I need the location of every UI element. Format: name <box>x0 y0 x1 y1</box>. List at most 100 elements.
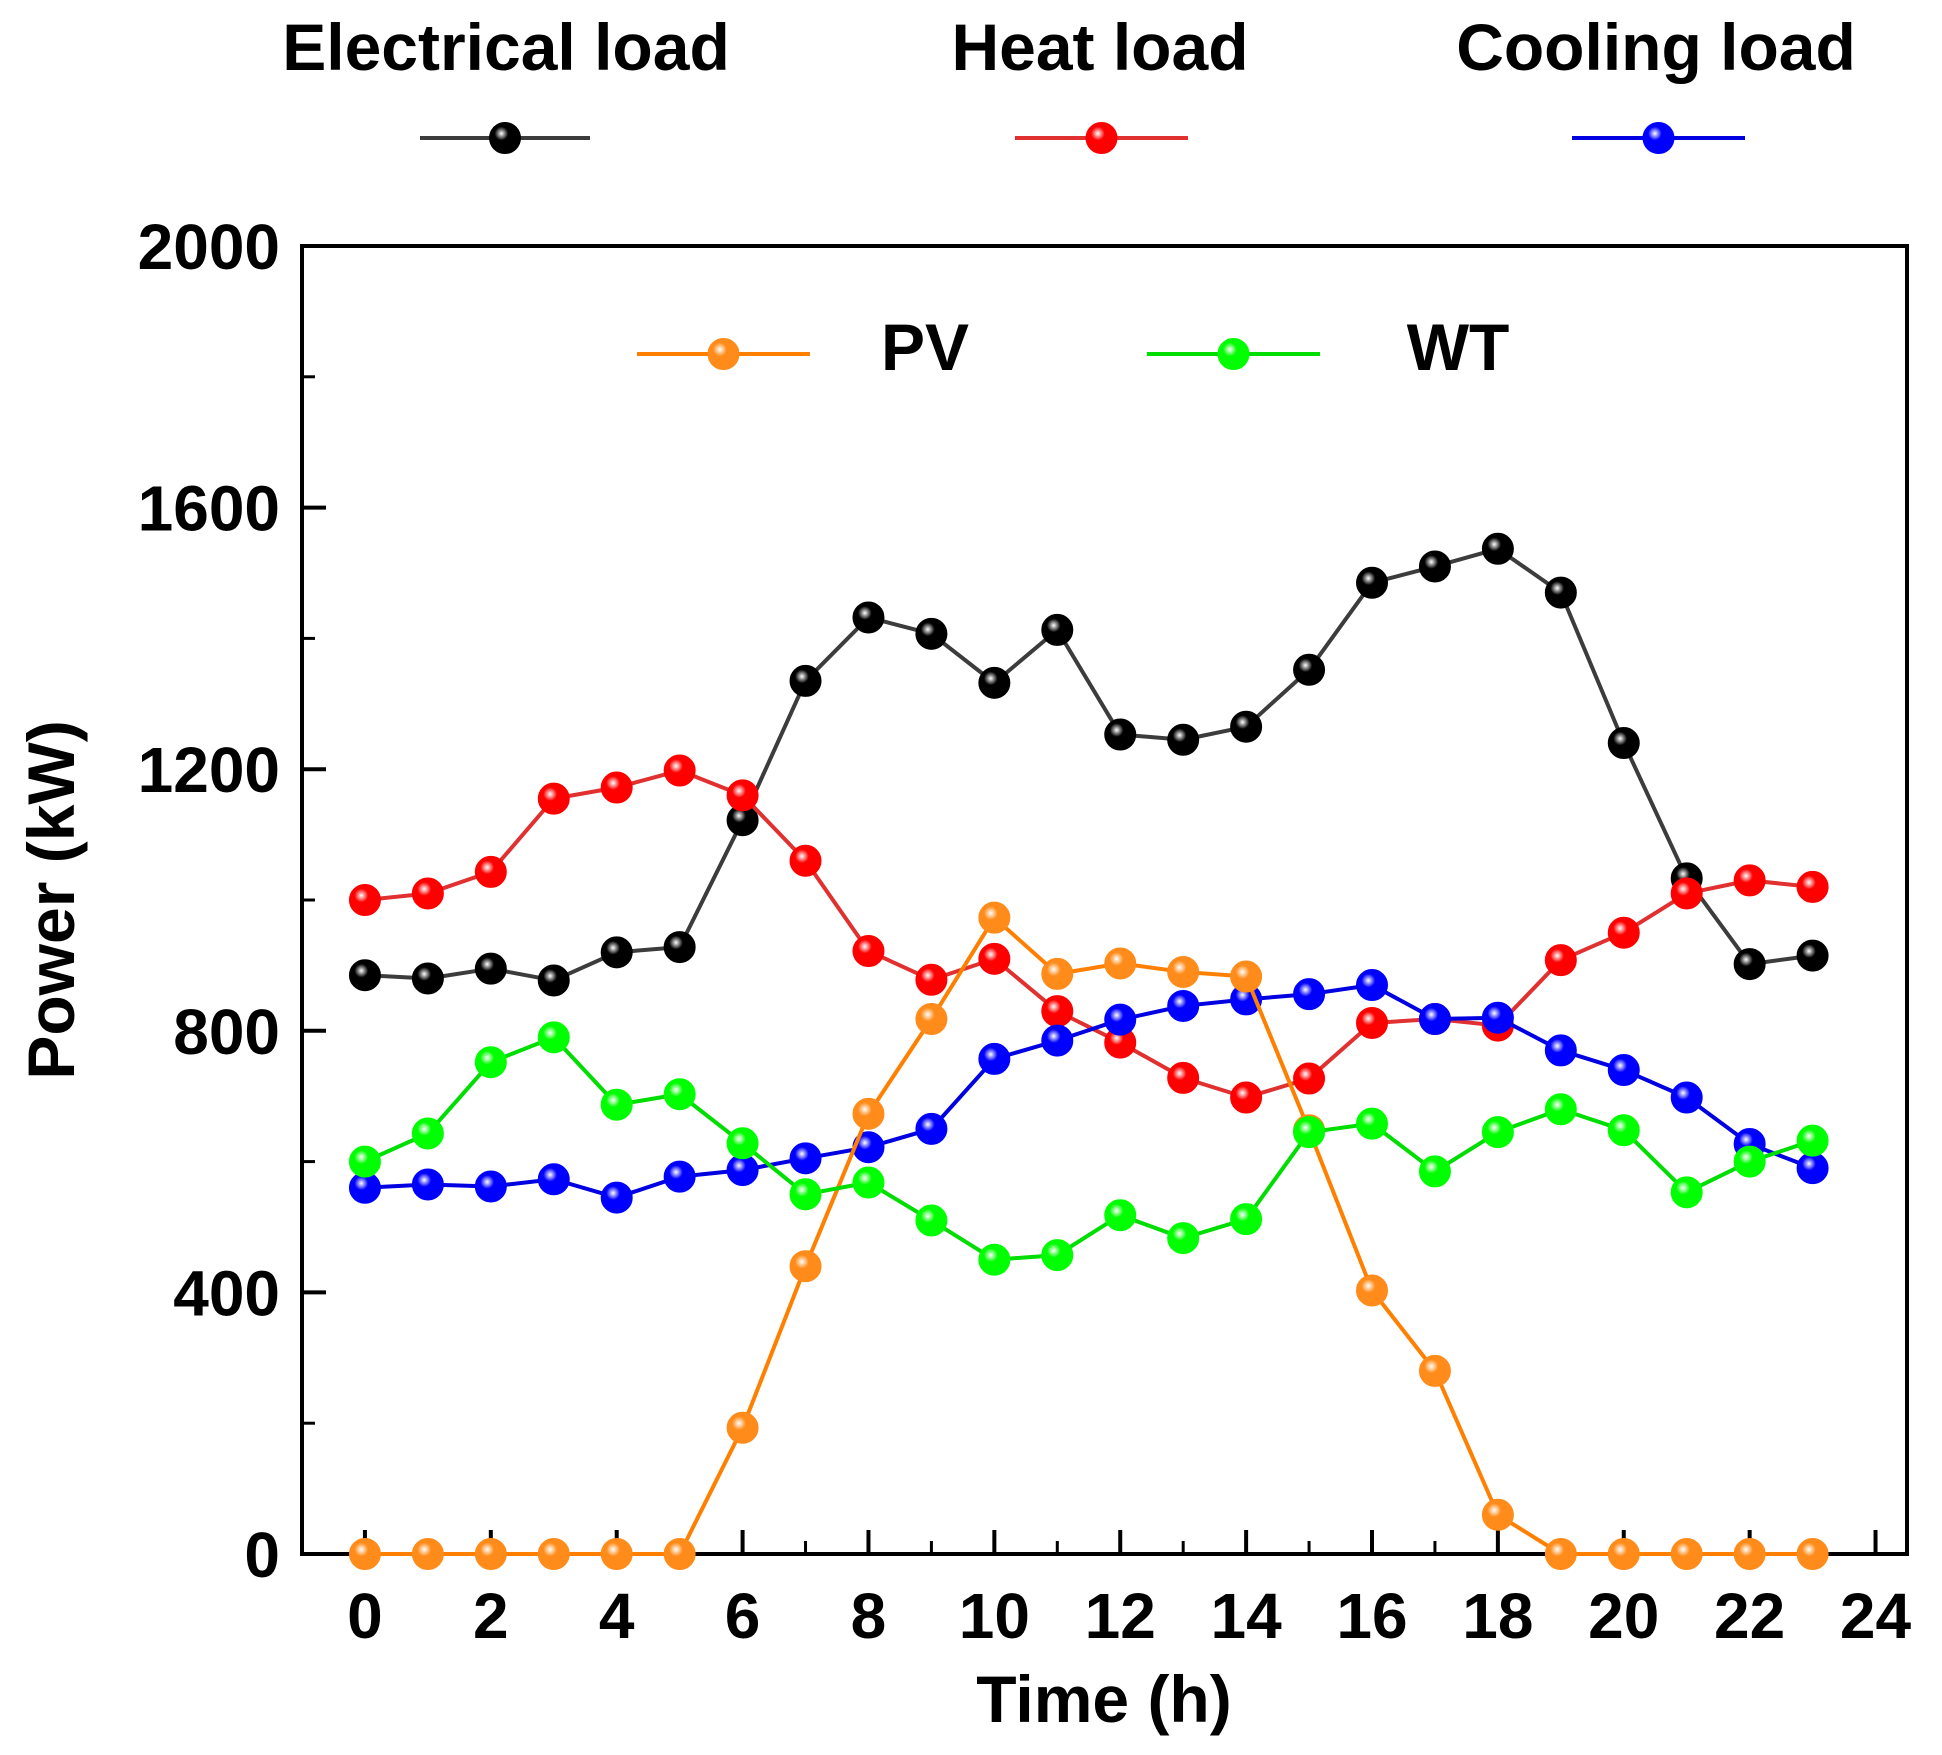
point-heat-load <box>726 779 759 812</box>
legend-dot-electrical-load <box>489 122 521 154</box>
point-heat-load <box>663 754 696 787</box>
point-cooling-load <box>1356 969 1388 1002</box>
point-heat-load <box>978 942 1011 975</box>
point-wt <box>663 1078 696 1111</box>
legend-marker-cooling-load <box>1572 122 1745 154</box>
x-tick-label: 20 <box>1588 1580 1659 1652</box>
legend-inner: PV WT <box>881 310 1509 384</box>
point-pv <box>1733 1538 1766 1570</box>
point-pv <box>1167 955 1200 988</box>
point-heat-load <box>789 844 822 877</box>
point-heat-load <box>537 782 570 815</box>
legend-dot-pv <box>707 338 740 370</box>
plot-frame <box>300 244 1909 1556</box>
point-pv <box>1418 1354 1451 1387</box>
point-electrical-load <box>1481 532 1514 565</box>
legend-marker-pv <box>637 338 810 370</box>
legend-dot-heat-load <box>1085 122 1118 154</box>
point-pv <box>1356 1274 1388 1307</box>
x-tick-label: 8 <box>851 1580 887 1652</box>
point-wt <box>1670 1176 1703 1209</box>
point-wt <box>1293 1116 1326 1149</box>
point-wt <box>1733 1145 1766 1178</box>
y-tick-label: 1600 <box>138 473 280 545</box>
x-tick-label: 6 <box>725 1580 761 1652</box>
point-electrical-load <box>789 664 822 697</box>
y-tick-label: 400 <box>173 1257 280 1329</box>
x-tick-label: 22 <box>1714 1580 1785 1652</box>
legend-label-electrical-load: Electrical load <box>282 10 730 84</box>
legend-marker-heat-load <box>1015 122 1188 154</box>
point-electrical-load <box>1041 613 1074 646</box>
x-tick-label: 16 <box>1336 1580 1407 1652</box>
point-pv <box>1544 1538 1577 1570</box>
x-tick-label: 18 <box>1462 1580 1533 1652</box>
point-pv <box>600 1538 633 1570</box>
point-electrical-load <box>1796 939 1829 972</box>
point-wt <box>1230 1203 1263 1236</box>
point-cooling-load <box>789 1142 822 1175</box>
x-tick-label: 10 <box>959 1580 1030 1652</box>
point-pv <box>1041 957 1074 990</box>
point-heat-load <box>348 884 381 916</box>
point-cooling-load <box>600 1181 633 1214</box>
point-wt <box>1607 1114 1640 1147</box>
point-wt <box>726 1127 759 1160</box>
point-heat-load <box>1356 1006 1388 1039</box>
series-line-cooling-load <box>364 983 1814 1200</box>
y-tick-label: 2000 <box>138 211 280 283</box>
y-tick-label: 0 <box>244 1519 280 1591</box>
point-wt <box>1481 1116 1514 1149</box>
point-cooling-load <box>978 1042 1011 1075</box>
point-electrical-load <box>1544 576 1577 609</box>
point-cooling-load <box>1670 1081 1703 1114</box>
point-pv <box>348 1538 381 1570</box>
x-axis-title: Time (h) <box>976 1662 1231 1736</box>
point-heat-load <box>1293 1062 1326 1095</box>
point-cooling-load <box>1167 989 1200 1022</box>
point-wt <box>1544 1093 1577 1126</box>
point-electrical-load <box>1167 723 1200 756</box>
series-line-electrical-load <box>364 546 1813 983</box>
point-wt <box>348 1145 381 1178</box>
point-electrical-load <box>1104 718 1137 751</box>
point-pv <box>663 1538 696 1570</box>
point-wt <box>1104 1199 1137 1232</box>
point-heat-load <box>411 877 444 910</box>
point-pv <box>411 1538 444 1570</box>
point-wt <box>474 1046 507 1079</box>
point-electrical-load <box>348 959 381 992</box>
series-cooling-load <box>348 969 1829 1214</box>
x-tick-label: 0 <box>347 1580 383 1652</box>
point-cooling-load <box>726 1154 759 1187</box>
point-wt <box>537 1021 570 1054</box>
point-heat-load <box>1733 864 1766 897</box>
point-cooling-load <box>1607 1054 1640 1087</box>
point-electrical-load <box>1230 710 1263 743</box>
point-pv <box>852 1097 885 1130</box>
point-wt <box>978 1243 1011 1276</box>
y-tick-label: 1200 <box>138 734 280 806</box>
point-wt <box>600 1088 633 1121</box>
x-tick-label: 4 <box>599 1580 635 1652</box>
point-electrical-load <box>600 936 633 969</box>
legend-label-heat-load: Heat load <box>951 10 1248 84</box>
point-electrical-load <box>1356 566 1388 599</box>
point-wt <box>1796 1124 1829 1157</box>
point-cooling-load <box>663 1160 696 1193</box>
point-cooling-load <box>1481 1001 1514 1034</box>
point-heat-load <box>474 855 507 888</box>
point-heat-load <box>1607 916 1640 949</box>
series-line-heat-load <box>364 768 1813 1100</box>
point-heat-load <box>1796 870 1829 903</box>
x-tick-label: 24 <box>1840 1580 1912 1652</box>
point-electrical-load <box>411 962 444 995</box>
point-electrical-load <box>915 617 948 650</box>
point-wt <box>411 1117 444 1150</box>
point-cooling-load <box>474 1170 507 1203</box>
point-cooling-load <box>411 1168 444 1201</box>
point-cooling-load <box>1041 1024 1074 1057</box>
point-wt <box>1356 1107 1388 1140</box>
point-cooling-load <box>1293 978 1326 1011</box>
point-electrical-load <box>474 952 507 985</box>
